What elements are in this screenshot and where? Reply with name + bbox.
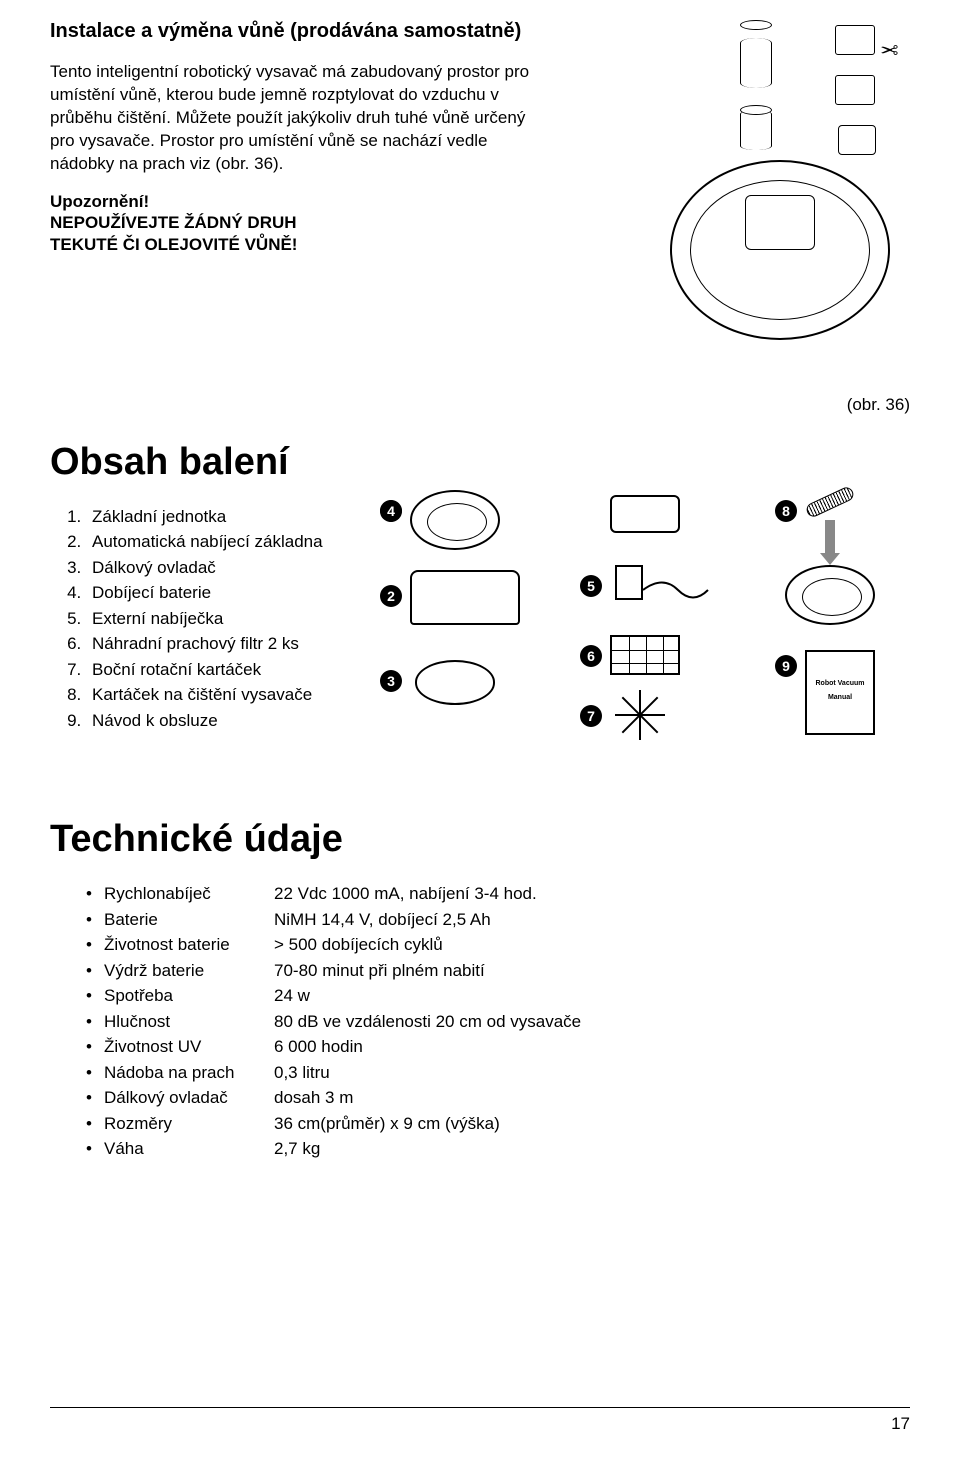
page-number: 17: [50, 1407, 910, 1434]
num-5: 5: [580, 575, 602, 597]
tech-row: •Rozměry36 cm(průměr) x 9 cm (výška): [86, 1111, 910, 1137]
tech-row: •Životnost UV6 000 hodin: [86, 1034, 910, 1060]
manual-booklet: Robot Vacuum Manual: [805, 650, 875, 735]
num-8: 8: [775, 500, 797, 522]
tech-row: •Rychlonabíječ22 Vdc 1000 mA, nabíjení 3…: [86, 881, 910, 907]
tech-table: •Rychlonabíječ22 Vdc 1000 mA, nabíjení 3…: [86, 881, 910, 1162]
scent-paragraph: Tento inteligentní robotický vysavač má …: [50, 61, 530, 176]
contents-diagram: 1 2 3 4 5 6 7 8 9 Robot Vacuum Manual: [380, 490, 920, 780]
tech-row: •Životnost baterie> 500 dobíjecích cyklů: [86, 932, 910, 958]
tech-row: •Nádoba na prach0,3 litru: [86, 1060, 910, 1086]
num-7: 7: [580, 705, 602, 727]
manual-text-2: Manual: [807, 691, 873, 705]
tech-row: •Váha2,7 kg: [86, 1136, 910, 1162]
scissors-icon: ✂: [880, 38, 898, 64]
tech-row: •BaterieNiMH 14,4 V, dobíjecí 2,5 Ah: [86, 907, 910, 933]
tech-row: •Dálkový ovladačdosah 3 m: [86, 1085, 910, 1111]
tech-heading: Technické údaje: [50, 818, 910, 861]
contents-heading: Obsah balení: [50, 441, 910, 484]
num-3: 3: [380, 670, 402, 692]
tech-row: •Hlučnost80 dB ve vzdálenosti 20 cm od v…: [86, 1009, 910, 1035]
manual-text-1: Robot Vacuum: [807, 677, 873, 691]
figure-caption-36: (obr. 36): [847, 395, 910, 415]
num-4: 4: [380, 500, 402, 522]
scent-diagram: ✂: [640, 20, 920, 370]
tech-row: •Spotřeba24 w: [86, 983, 910, 1009]
num-6: 6: [580, 645, 602, 667]
tech-row: •Výdrž baterie70-80 minut při plném nabi…: [86, 958, 910, 984]
num-2: 2: [380, 585, 402, 607]
num-9: 9: [775, 655, 797, 677]
